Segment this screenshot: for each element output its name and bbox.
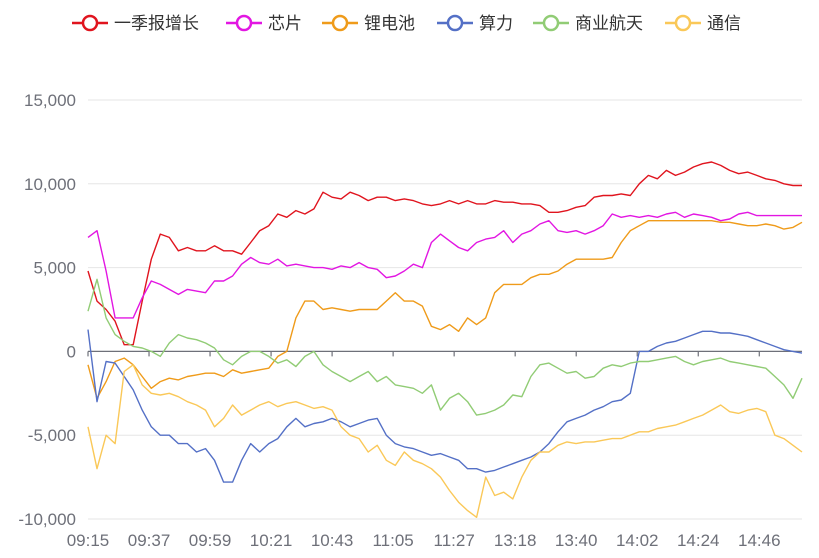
y-tick-label: 10,000: [24, 175, 76, 194]
legend-marker-icon: [542, 14, 560, 32]
legend-item-1[interactable]: 芯片: [226, 14, 302, 33]
legend-label: 算力: [479, 14, 513, 33]
x-tick-label: 09:37: [128, 531, 171, 550]
series-line-4: [87, 278, 803, 416]
x-tick-label: 09:59: [189, 531, 232, 550]
legend-marker-icon: [235, 14, 253, 32]
grid-lines: [88, 99, 802, 520]
legend-label: 锂电池: [364, 14, 415, 33]
legend-item-4[interactable]: 商业航天: [533, 14, 643, 33]
legend-item-0[interactable]: 一季报增长: [72, 14, 199, 33]
series-lines: [87, 161, 803, 518]
legend-item-2[interactable]: 锂电池: [322, 14, 415, 33]
legend-item-3[interactable]: 算力: [437, 14, 513, 33]
axes: -10,000 -5,000 0 5,000 10,000 15,000 09:15 09:3…: [18, 91, 802, 550]
legend-item-5[interactable]: 通信: [665, 14, 741, 33]
x-tick-label: 10:43: [311, 531, 354, 550]
x-tick-label: 13:18: [494, 531, 537, 550]
x-tick-label: 10:21: [250, 531, 293, 550]
legend-marker-icon: [674, 14, 692, 32]
y-tick-label: -10,000: [18, 510, 76, 529]
series-line-5: [87, 364, 803, 518]
legend-marker-icon: [81, 14, 99, 32]
x-tick-label: 14:24: [677, 531, 720, 550]
x-tick-label: 09:15: [67, 531, 110, 550]
y-tick-label: -5,000: [28, 426, 76, 445]
legend-marker-icon: [331, 14, 349, 32]
x-tick-label: 11:05: [372, 531, 413, 550]
series-line-2: [87, 219, 803, 399]
x-tick-label: 14:02: [616, 531, 659, 550]
y-tick-label: 0: [67, 342, 76, 361]
legend-label: 通信: [707, 14, 741, 33]
x-tick-label: 11:27: [434, 531, 475, 550]
legend-marker-icon: [446, 14, 464, 32]
series-line-0: [87, 161, 802, 346]
legend-label: 芯片: [268, 14, 302, 33]
legend-label: 商业航天: [575, 14, 643, 33]
series-line-1: [87, 211, 802, 319]
y-tick-label: 5,000: [33, 259, 76, 278]
legend[interactable]: 一季报增长 芯片 锂电池 算力 商业航天 通信: [72, 14, 741, 33]
x-tick-label: 14:46: [738, 531, 781, 550]
y-tick-label: 15,000: [24, 91, 76, 110]
x-tick-label: 13:40: [555, 531, 598, 550]
series-line-3: [87, 329, 803, 483]
legend-label: 一季报增长: [114, 14, 199, 33]
